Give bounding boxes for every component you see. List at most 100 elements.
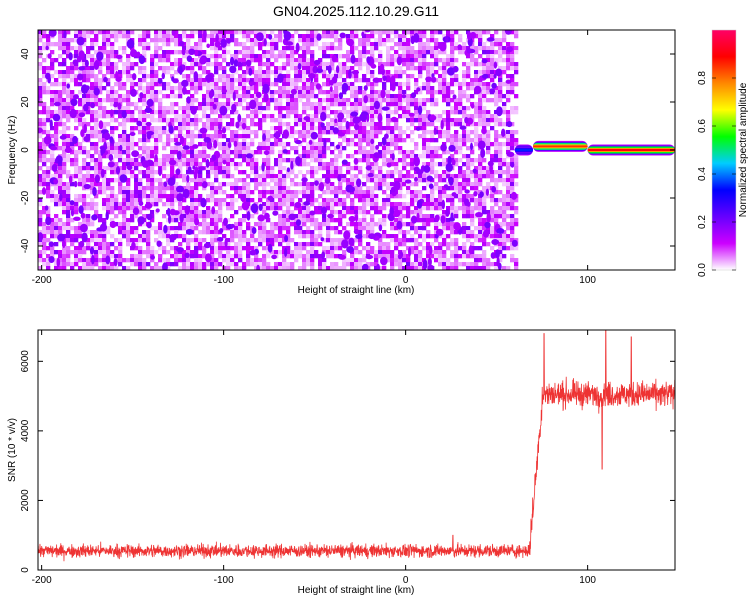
spectrogram-cell xyxy=(186,90,191,95)
spectrogram-cell xyxy=(446,226,451,231)
spectrogram-cell xyxy=(406,54,411,59)
spectrogram-cell xyxy=(366,34,371,39)
spectrogram-cell xyxy=(246,134,251,139)
spectrogram-cell xyxy=(506,182,511,187)
spectrogram-cell xyxy=(190,78,195,83)
spectrogram-cell xyxy=(302,54,307,59)
spectrogram-cell xyxy=(86,30,91,35)
spectrogram-cell xyxy=(294,230,299,235)
spectrogram-cell xyxy=(74,250,79,255)
spectrogram-cell xyxy=(446,34,451,39)
spectrogram-cell xyxy=(46,210,51,215)
spectrogram-cell xyxy=(374,94,379,99)
spectrogram-cell xyxy=(394,242,399,247)
spectrogram-cell xyxy=(62,266,67,270)
spectrogram-cell xyxy=(98,86,103,91)
spectrogram-cell xyxy=(158,46,163,51)
spectrogram-cell xyxy=(162,202,167,207)
spectrogram-cell xyxy=(358,258,363,263)
spectrogram-cell xyxy=(310,142,315,147)
spectrogram-cell xyxy=(462,50,467,55)
spectrogram-cell xyxy=(478,154,483,159)
spectrogram-cell xyxy=(318,126,323,131)
spectrogram-cell xyxy=(234,198,239,203)
spectrogram-cell xyxy=(450,58,455,63)
spectrogram-cell xyxy=(306,102,311,107)
spectrogram-cell xyxy=(86,218,91,223)
spectrogram-cell xyxy=(398,46,403,51)
spectrogram-cell xyxy=(306,210,311,215)
spectrogram-cell xyxy=(46,150,51,155)
spectrogram-cell xyxy=(222,234,227,239)
spectrogram-cell xyxy=(234,146,239,151)
spectrogram-cell xyxy=(362,90,367,95)
spectrogram-cell xyxy=(230,238,235,243)
spectrogram-cell xyxy=(230,202,235,207)
spectrogram-cell xyxy=(66,198,71,203)
spectrogram-cell xyxy=(102,42,107,47)
spectrogram-cell xyxy=(350,118,355,123)
spectrogram-cell xyxy=(78,122,83,127)
spectrogram-cell xyxy=(350,90,355,95)
spectrogram-cell xyxy=(98,238,103,243)
spectrogram-cell xyxy=(38,30,43,35)
spectrogram-cell xyxy=(278,250,283,255)
spectrogram-cell xyxy=(58,218,63,223)
spectrogram-cell xyxy=(78,30,83,35)
spectrogram-cell xyxy=(438,126,443,131)
spectrogram-cell xyxy=(130,126,135,131)
spectrogram-cell xyxy=(286,238,291,243)
spectrogram-cell xyxy=(278,154,283,159)
spectrogram-cell xyxy=(46,130,51,135)
spectrogram-cell xyxy=(362,94,367,99)
spectrogram-cell xyxy=(458,206,463,211)
spectrogram-cell xyxy=(418,30,423,35)
spectrogram-cell xyxy=(382,234,387,239)
spectrogram-cell xyxy=(194,238,199,243)
spectrogram-cell xyxy=(302,58,307,63)
spectrogram-cell xyxy=(190,138,195,143)
spectrogram-cell xyxy=(62,86,67,91)
spectrogram-cell xyxy=(126,62,131,67)
spectrogram-cell xyxy=(498,74,503,79)
spectrogram-cell xyxy=(74,46,79,51)
spectrogram-cell xyxy=(278,206,283,211)
spectrogram-cell xyxy=(442,134,447,139)
spectrogram-cell xyxy=(422,34,427,39)
spectrogram-cell xyxy=(130,190,135,195)
spectrogram-cell xyxy=(174,250,179,255)
spectrogram-cell xyxy=(166,194,171,199)
spectrogram-cell xyxy=(374,38,379,43)
spectrogram-cell xyxy=(78,234,83,239)
spectrogram-cell xyxy=(214,210,219,215)
spectrogram-cell xyxy=(42,106,47,111)
spectrogram-cell xyxy=(42,226,47,231)
spectrogram-cell xyxy=(54,250,59,255)
spectrogram-cell xyxy=(142,50,147,55)
spectrogram-cell xyxy=(298,34,303,39)
spectrogram-cell xyxy=(194,190,199,195)
spectrogram-cell xyxy=(238,218,243,223)
spectrogram-cell xyxy=(54,266,59,270)
spectrogram-cell xyxy=(122,126,127,131)
spectrogram-cell xyxy=(326,250,331,255)
spectrogram-cell xyxy=(478,182,483,187)
spectrogram-cell xyxy=(254,90,259,95)
spectrogram-cell xyxy=(466,62,471,67)
spectrogram-cell xyxy=(254,98,259,103)
spectrogram-cell xyxy=(226,114,231,119)
spectrogram-cell xyxy=(174,30,179,35)
spectrogram-cell xyxy=(146,194,151,199)
spectrogram-cell xyxy=(218,86,223,91)
spectrogram-cell xyxy=(414,194,419,199)
spectrogram-cell xyxy=(406,38,411,43)
spectrogram-cell xyxy=(350,166,355,171)
spectrogram-cell xyxy=(238,246,243,251)
spectrogram-cell xyxy=(282,66,287,71)
spectrogram-cell xyxy=(378,166,383,171)
spectrogram-cell xyxy=(502,222,507,227)
spectrogram-cell xyxy=(202,178,207,183)
spectrogram-cell xyxy=(166,242,171,247)
spectrogram-cell xyxy=(498,206,503,211)
spectrogram-cell xyxy=(298,246,303,251)
